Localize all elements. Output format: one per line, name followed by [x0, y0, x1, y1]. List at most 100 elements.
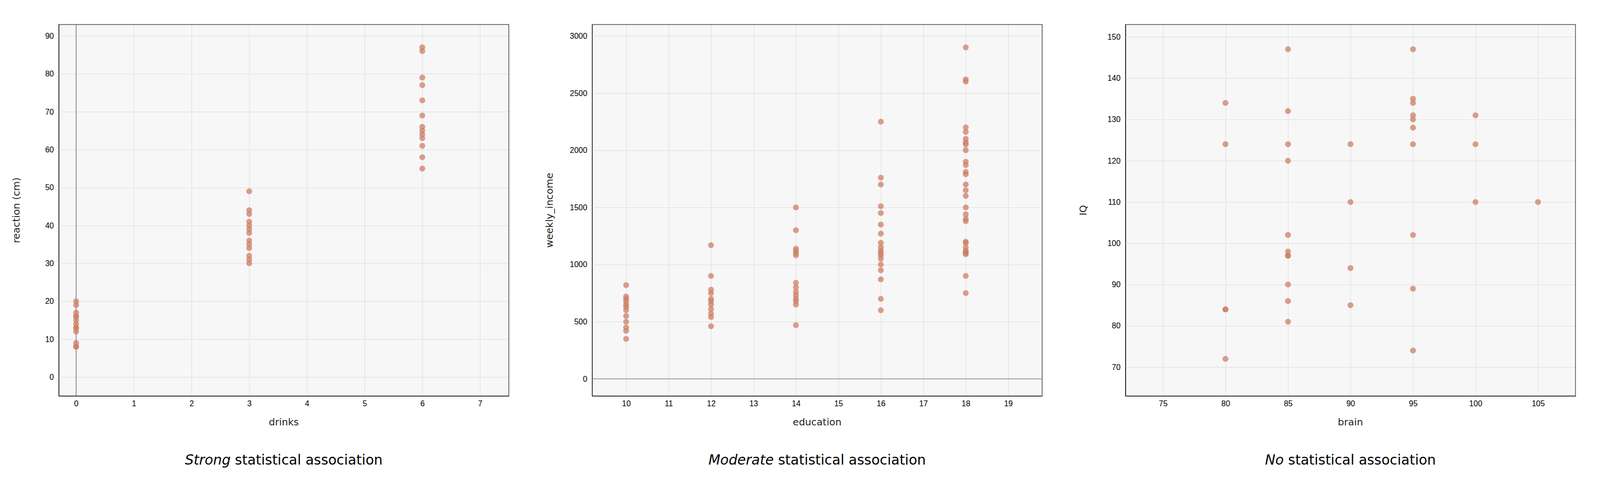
point: [1284, 318, 1291, 325]
point: [1284, 232, 1291, 239]
y-grid-line: [591, 321, 1042, 322]
x-tick-label: 13: [749, 399, 759, 408]
x-grid-line: [1537, 24, 1539, 396]
y-tick: 40: [45, 221, 509, 230]
x-tick: 5: [362, 24, 368, 408]
y-tick-label: 90: [1111, 280, 1121, 289]
point: [1472, 198, 1479, 205]
x-tick: 16: [876, 24, 886, 408]
y-tick-label: 10: [45, 335, 54, 344]
x-axis-label: education: [792, 416, 842, 428]
point: [962, 204, 969, 211]
x-tick-label: 85: [1283, 399, 1293, 408]
x-tick-label: 90: [1346, 399, 1355, 408]
x-grid-line: [1287, 24, 1289, 396]
x-tick: 7: [478, 24, 483, 408]
y-tick: 70: [45, 107, 509, 117]
x-tick: 4: [304, 24, 310, 408]
y-tick: 0: [49, 372, 509, 382]
y-tick: 150: [1107, 32, 1576, 42]
y-axis: 708090100110120130140150: [1107, 24, 1576, 397]
point: [877, 267, 884, 273]
x-tick-label: 2: [189, 399, 195, 408]
y-tick: 80: [1111, 321, 1576, 330]
y-grid-line: [1125, 119, 1576, 121]
x-tick-label: 14: [791, 399, 801, 408]
y-tick-label: 30: [45, 259, 54, 268]
point: [792, 321, 799, 328]
point: [1222, 306, 1229, 313]
y-tick: 30: [45, 259, 509, 268]
point: [962, 124, 969, 131]
x-tick: 85: [1283, 24, 1293, 408]
x-tick-label: 16: [876, 399, 886, 408]
y-tick: 3000: [569, 31, 1043, 41]
y-grid-line: [58, 301, 509, 302]
y-tick: 140: [1107, 73, 1576, 83]
y-tick: 1000: [569, 260, 1043, 269]
point: [1284, 157, 1291, 164]
y-grid-line: [1125, 243, 1576, 244]
x-axis: 01234567: [59, 24, 510, 408]
point: [708, 242, 714, 248]
point: [877, 210, 884, 217]
figure: 012345670102030405060708090drinksreactio…: [0, 0, 1600, 494]
y-tick: 50: [45, 183, 509, 192]
y-tick-label: 80: [45, 69, 54, 78]
plot-area: [591, 44, 1042, 379]
point: [73, 340, 79, 346]
x-tick-label: 11: [664, 399, 673, 408]
plot-background: [591, 24, 1042, 396]
point: [792, 245, 799, 252]
x-tick: 80: [1221, 24, 1231, 408]
y-axis-label: IQ: [1077, 204, 1089, 216]
y-tick-label: 2000: [569, 146, 588, 155]
point: [962, 135, 969, 142]
x-grid-line: [711, 24, 712, 396]
y-tick: 110: [1107, 197, 1576, 207]
x-tick: 105: [1531, 24, 1546, 408]
y-grid-line: [1125, 77, 1576, 79]
x-tick-label: 18: [961, 399, 971, 408]
point: [419, 123, 426, 130]
point: [1409, 141, 1416, 148]
x-tick: 10: [621, 24, 631, 408]
x-tick-label: 95: [1408, 399, 1418, 408]
y-grid-line: [58, 111, 509, 113]
y-grid-line: [1125, 284, 1576, 286]
point: [1222, 306, 1229, 313]
point: [962, 44, 969, 51]
x-tick: 17: [919, 24, 929, 408]
point: [623, 324, 630, 331]
x-tick: 11: [664, 24, 673, 408]
point: [877, 307, 884, 314]
point: [623, 318, 630, 325]
x-grid-line: [1475, 24, 1477, 396]
y-grid-line: [58, 187, 509, 189]
y-tick-label: 130: [1107, 115, 1121, 124]
x-tick-label: 80: [1221, 399, 1231, 408]
y-tick-label: 150: [1107, 32, 1121, 42]
point: [708, 295, 714, 302]
title: No statistical association: [1265, 451, 1436, 468]
x-tick: 6: [420, 24, 425, 408]
point: [962, 193, 969, 199]
x-tick-label: 6: [420, 399, 425, 408]
plot-frame: [58, 24, 509, 396]
y-axis: 050010001500200025003000: [569, 24, 1043, 397]
y-tick: 70: [1111, 363, 1576, 372]
point: [246, 218, 253, 225]
x-grid-line: [364, 24, 366, 396]
y-tick: 0: [582, 374, 1042, 384]
x-grid-line: [838, 24, 839, 396]
x-axis: 10111213141516171819: [592, 24, 1043, 408]
x-grid-line: [479, 24, 481, 396]
point: [73, 309, 79, 316]
y-grid-line: [591, 35, 1042, 37]
point: [877, 221, 884, 228]
y-tick-label: 2500: [569, 89, 588, 98]
y-axis-label: reaction (cm): [10, 177, 23, 244]
x-tick: 12: [707, 24, 716, 408]
x-grid-line: [306, 24, 308, 396]
y-tick: 2000: [569, 146, 1043, 155]
